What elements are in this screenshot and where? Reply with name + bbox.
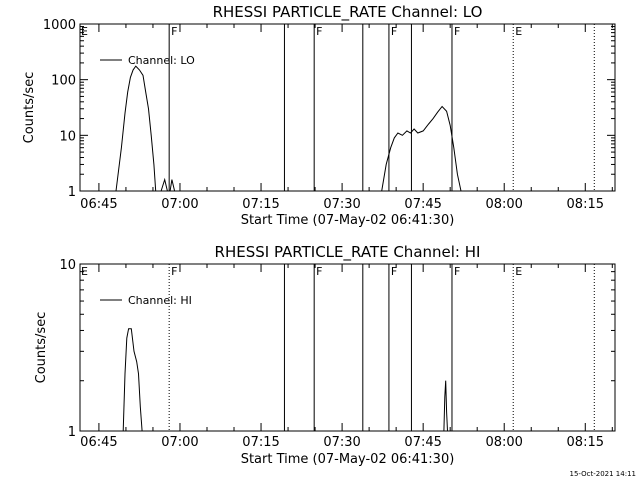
data-series-line [115, 65, 177, 192]
event-label: F [316, 25, 322, 38]
footer-timestamp: 15-Oct-2021 14:11 [569, 470, 636, 478]
x-tick-label: 07:45 [404, 197, 441, 212]
y-axis-label: Counts/sec [22, 72, 37, 144]
x-tick-label: 07:00 [161, 197, 198, 212]
legend-label: Channel: HI [128, 294, 192, 307]
y-tick-label: 1 [68, 425, 76, 440]
x-tick-label: 07:00 [161, 435, 198, 450]
chart-panel-2: RHESSI PARTICLE_RATE Channel: HI 06:45 07:… [34, 243, 616, 467]
data-series-line [443, 380, 448, 432]
x-axis-label: Start Time (07-May-02 06:41:30) [241, 213, 455, 228]
y-tick-label: 10 [59, 129, 76, 144]
y-tick-label: 10 [59, 258, 76, 273]
y-tick-label: 1000 [43, 18, 76, 33]
x-tick-label: 08:15 [567, 435, 604, 450]
plot-frame [79, 263, 616, 432]
edge-event-label: E [81, 265, 88, 278]
event-label: F [454, 265, 460, 278]
data-series-line [381, 105, 465, 192]
event-label: F [391, 25, 397, 38]
chart-title: RHESSI PARTICLE_RATE Channel: HI [215, 243, 481, 262]
x-axis-label: Start Time (07-May-02 06:41:30) [241, 452, 455, 467]
y-tick-label: 1 [68, 185, 76, 200]
edge-event-label: E [81, 25, 88, 38]
legend-label: Channel: LO [128, 54, 195, 67]
event-label: E [515, 265, 522, 278]
plot-frame [79, 23, 616, 192]
event-label: E [515, 25, 522, 38]
chart-panel-1: RHESSI PARTICLE_RATE Channel: LO 06:45 07:… [22, 3, 616, 228]
x-tick-label: 07:30 [323, 435, 360, 450]
x-tick-label: 08:00 [485, 197, 522, 212]
x-tick-label: 06:45 [80, 197, 117, 212]
x-tick-label: 08:15 [567, 197, 604, 212]
event-label: F [171, 25, 177, 38]
x-tick-label: 08:00 [485, 435, 522, 450]
y-axis-label: Counts/sec [34, 312, 49, 384]
event-label: F [171, 265, 177, 278]
chart-title: RHESSI PARTICLE_RATE Channel: LO [213, 3, 483, 22]
x-tick-label: 07:15 [242, 197, 279, 212]
data-series-line [122, 328, 143, 432]
event-label: F [391, 265, 397, 278]
y-tick-label: 100 [51, 74, 76, 89]
event-label: F [454, 25, 460, 38]
x-tick-label: 06:45 [80, 435, 117, 450]
x-tick-label: 07:15 [242, 435, 279, 450]
x-tick-label: 07:30 [323, 197, 360, 212]
event-label: F [316, 265, 322, 278]
x-tick-label: 07:45 [404, 435, 441, 450]
